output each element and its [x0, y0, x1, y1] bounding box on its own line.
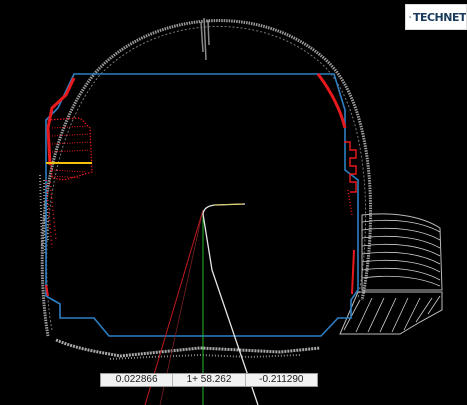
- pointcloud-invert: [55, 338, 321, 358]
- company-logo: TECHNET: [405, 4, 467, 30]
- axis-red-line: [144, 209, 204, 405]
- axis-red-line-faint: [159, 209, 204, 405]
- pointcloud-left-wall: [39, 174, 49, 256]
- readout-value-right: -0.211290: [244, 374, 317, 386]
- readout-value-left: 0.022866: [115, 374, 158, 385]
- pointcloud-crown-noise: [200, 17, 210, 61]
- overbreak-left-floor: [45, 284, 49, 297]
- pointcloud-right-structure: [339, 213, 443, 335]
- overbreak-left: [45, 77, 93, 249]
- pointcloud-arch-inner: [46, 26, 367, 331]
- logo-text: TECHNET: [412, 10, 466, 24]
- readout-station: 1+ 58.262: [172, 374, 244, 386]
- coordinate-readout: 0.022866 1+ 58.262 -0.211290: [100, 373, 318, 387]
- measure-line-yellow: [213, 203, 244, 206]
- logo-ring-icon: [409, 16, 411, 18]
- pointcloud-arch: [40, 19, 373, 337]
- overbreak-right: [316, 73, 357, 295]
- design-profile: [45, 73, 359, 337]
- pointcloud-invert-lower: [109, 353, 301, 360]
